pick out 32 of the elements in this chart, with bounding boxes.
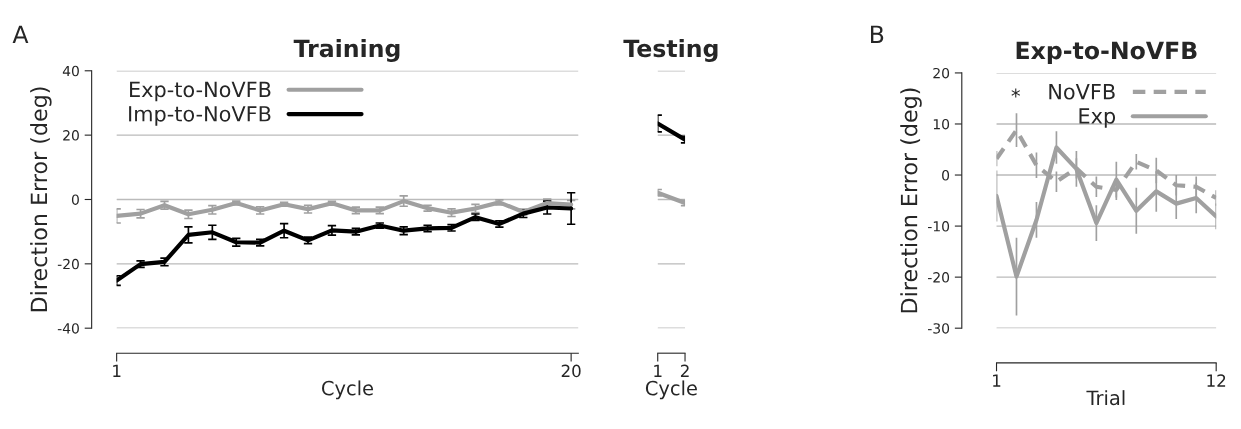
y-tick-label: -40 — [57, 323, 79, 334]
x-tick-label: 1 — [993, 374, 1001, 387]
y-tick-label: 10 — [933, 118, 950, 130]
y-tick-label: -20 — [927, 272, 950, 283]
y-tick-label: 20 — [933, 67, 950, 79]
y-tick-label: 20 — [63, 130, 79, 141]
text: B — [871, 25, 884, 43]
y-tick-label: -20 — [57, 258, 79, 270]
chart-title: Testing — [623, 38, 718, 62]
y-tick-label: 0 — [71, 194, 79, 205]
annotation: * — [1011, 88, 1021, 98]
chart-title: Training — [293, 38, 400, 62]
x-tick-label: 12 — [1207, 374, 1226, 387]
y-tick-label: -30 — [927, 323, 950, 334]
chart-title: Exp-to-NoVFB — [1016, 41, 1197, 64]
y-tick-label: 40 — [62, 65, 79, 77]
y-tick-label: 0 — [942, 170, 950, 181]
y-axis-title: Direction Error (deg) — [900, 88, 922, 313]
x-axis-title: Cycle — [645, 380, 697, 400]
legend-label: Imp-to-NoVFB — [129, 106, 271, 126]
text: A — [12, 25, 29, 43]
x-tick-label: 1 — [113, 364, 121, 377]
x-tick-label: 2 — [680, 364, 689, 377]
x-tick-label: 1 — [654, 364, 662, 377]
x-tick-label: 20 — [561, 364, 581, 378]
legend-label: Exp-to-NoVFB — [130, 81, 271, 102]
y-axis-title: Direction Error (deg) — [30, 87, 52, 312]
legend-label: Exp — [1079, 108, 1116, 128]
x-axis-title: Cycle — [322, 380, 374, 400]
y-tick-label: -10 — [927, 221, 950, 232]
legend-label: NoVFB — [1049, 83, 1115, 100]
x-axis-title: Trial — [1086, 390, 1125, 406]
